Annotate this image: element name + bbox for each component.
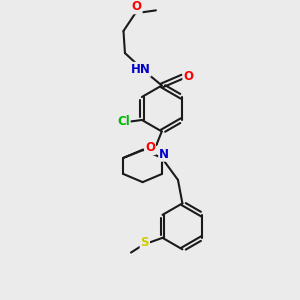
Text: S: S bbox=[141, 236, 149, 249]
Text: N: N bbox=[159, 148, 169, 161]
Text: O: O bbox=[132, 0, 142, 13]
Text: Cl: Cl bbox=[117, 115, 130, 128]
Text: O: O bbox=[183, 70, 193, 83]
Text: HN: HN bbox=[130, 63, 151, 76]
Text: O: O bbox=[145, 141, 155, 154]
